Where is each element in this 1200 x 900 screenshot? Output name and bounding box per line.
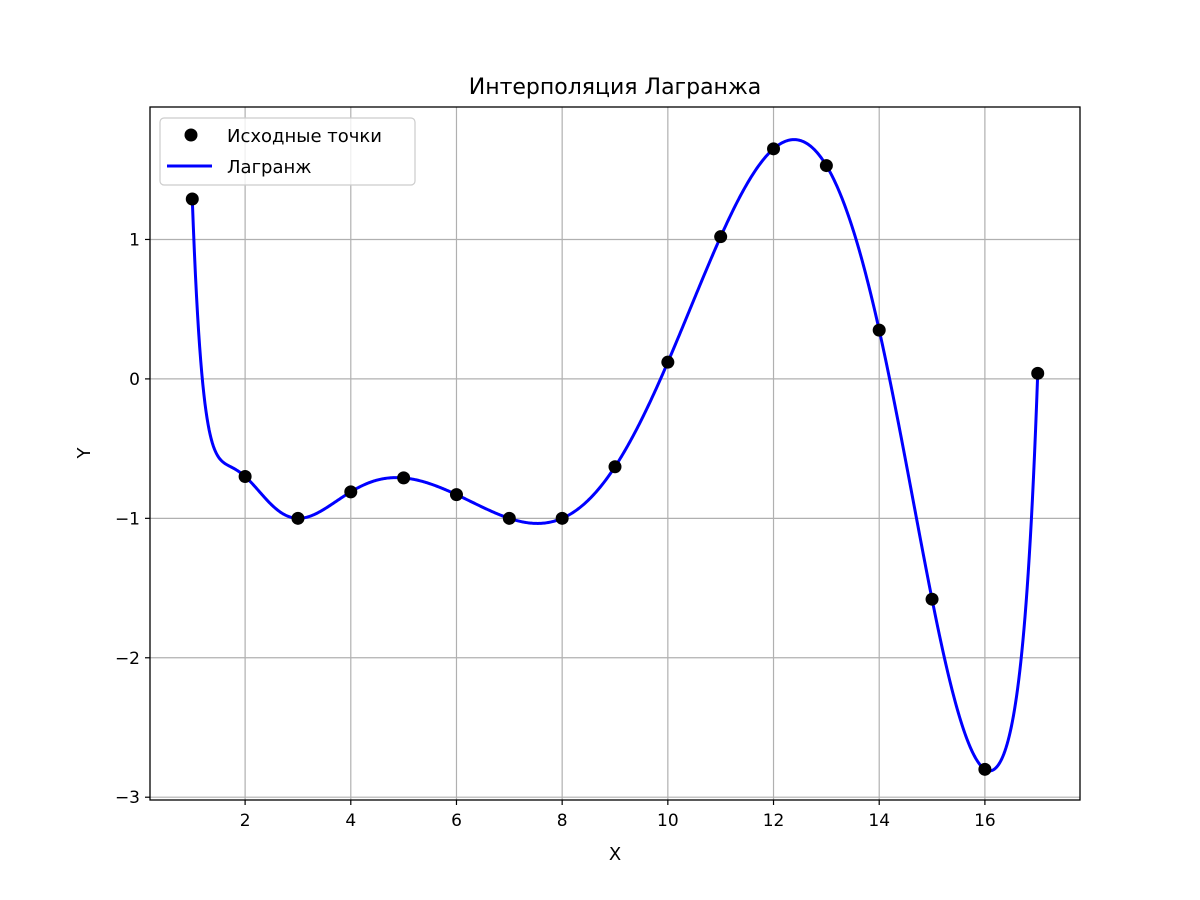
data-point bbox=[397, 471, 411, 485]
x-axis-ticks: 2 4 6 8 10 12 14 16 bbox=[240, 800, 996, 831]
grid-lines bbox=[150, 107, 1080, 800]
data-point bbox=[925, 592, 939, 606]
x-tick-label: 12 bbox=[763, 811, 785, 831]
data-point bbox=[608, 460, 622, 474]
data-point bbox=[819, 159, 833, 173]
y-tick-label: −2 bbox=[115, 649, 140, 669]
data-point bbox=[238, 470, 252, 484]
y-tick-label: 1 bbox=[129, 230, 140, 250]
chart-title: Интерполяция Лагранжа bbox=[469, 75, 762, 100]
legend: Исходные точки Лагранж bbox=[159, 117, 416, 186]
legend-box bbox=[159, 117, 416, 186]
y-tick-label: −3 bbox=[115, 788, 140, 808]
x-tick-label: 16 bbox=[974, 811, 996, 831]
data-point bbox=[978, 762, 992, 776]
data-point bbox=[872, 323, 886, 337]
data-point bbox=[661, 355, 675, 369]
data-point bbox=[767, 142, 781, 156]
x-tick-label: 6 bbox=[451, 811, 462, 831]
x-tick-label: 2 bbox=[240, 811, 251, 831]
y-axis-ticks: −3 −2 −1 0 1 bbox=[115, 230, 150, 808]
data-points bbox=[185, 142, 1045, 776]
data-point bbox=[1031, 366, 1045, 380]
data-point bbox=[291, 511, 305, 525]
x-tick-label: 10 bbox=[657, 811, 679, 831]
x-tick-label: 14 bbox=[868, 811, 890, 831]
legend-label-points: Исходные точки bbox=[227, 126, 382, 147]
y-tick-label: −1 bbox=[115, 509, 140, 529]
data-point bbox=[344, 485, 358, 499]
y-tick-label: 0 bbox=[129, 370, 140, 390]
data-point bbox=[714, 230, 728, 244]
data-point bbox=[449, 488, 463, 502]
data-point bbox=[555, 511, 569, 525]
plot-frame bbox=[149, 106, 1081, 801]
y-axis-label: Y bbox=[74, 447, 95, 460]
legend-label-lagrange: Лагранж bbox=[227, 157, 311, 178]
data-point bbox=[185, 192, 199, 206]
x-axis-label: X bbox=[609, 844, 621, 865]
legend-marker-points bbox=[184, 128, 198, 142]
data-point bbox=[502, 511, 516, 525]
x-tick-label: 8 bbox=[557, 811, 568, 831]
x-tick-label: 4 bbox=[345, 811, 356, 831]
